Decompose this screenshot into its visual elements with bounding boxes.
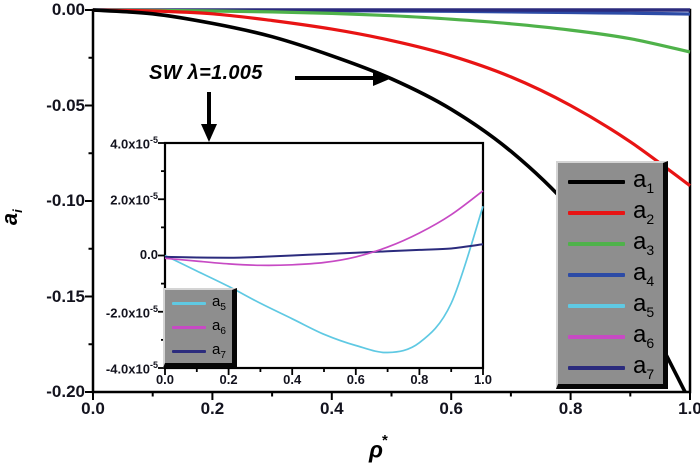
- annotation-arrow-vertical-head-icon: [201, 124, 217, 142]
- legend-swatch-a7: [568, 365, 625, 370]
- curve-a3-main: [92, 8, 691, 54]
- curve-a7-inset: [164, 243, 484, 259]
- legend-item-a2: a2: [568, 197, 663, 228]
- legend-item-a6: a6: [172, 315, 232, 339]
- inset-axis-ticks: [158, 142, 484, 375]
- curve-a6-inset: [164, 190, 484, 267]
- legend-swatch-a5: [568, 303, 625, 308]
- x-axis-label-base: ρ: [369, 436, 383, 463]
- legend-item-a3: a3: [568, 228, 663, 259]
- main-legend: a1 a2 a3 a4 a5 a6 a7: [556, 161, 668, 389]
- legend-item-a1: a1: [568, 166, 663, 197]
- legend-label-a6: a6: [633, 321, 655, 351]
- annotation-arrow-horizontal-head-icon: [373, 70, 392, 86]
- legend-item-a7: a7: [172, 339, 232, 363]
- legend-label-a5: a5: [633, 290, 655, 320]
- curve-a5-inset: [164, 206, 484, 354]
- legend-swatch-a3: [568, 241, 625, 246]
- legend-item-a7: a7: [568, 352, 663, 383]
- legend-label-a1: a1: [633, 166, 655, 196]
- main-axis-ticks: [85, 9, 691, 400]
- legend-label-a2: a2: [633, 197, 655, 227]
- legend-swatch-a6: [568, 334, 625, 339]
- legend-label-a6: a6: [212, 316, 226, 337]
- curve-a2-main: [92, 8, 691, 187]
- annotation-sw-lambda: SW λ=1.005: [149, 62, 263, 84]
- inset-legend: a5 a6 a7: [163, 288, 237, 368]
- legend-swatch-a1: [568, 179, 625, 184]
- legend-label-a3: a3: [633, 228, 655, 258]
- legend-item-a6: a6: [568, 321, 663, 352]
- legend-swatch-a4: [568, 272, 625, 277]
- y-axis-label-subscript: i: [10, 209, 26, 213]
- legend-swatch-a5: [172, 301, 206, 305]
- legend-label-a5: a5: [212, 292, 226, 313]
- legend-swatch-a2: [568, 210, 625, 215]
- legend-label-a4: a4: [633, 259, 655, 289]
- y-axis-label-base: a: [0, 213, 22, 225]
- legend-swatch-a7: [172, 349, 206, 353]
- legend-item-a4: a4: [568, 259, 663, 290]
- legend-item-a5: a5: [568, 290, 663, 321]
- x-axis-label-superscript: *: [381, 432, 388, 449]
- legend-label-a7: a7: [212, 340, 226, 361]
- x-axis-label: ρ*: [369, 432, 389, 464]
- legend-swatch-a6: [172, 325, 206, 329]
- legend-item-a5: a5: [172, 291, 232, 315]
- legend-label-a7: a7: [633, 352, 655, 382]
- y-axis-label: ai: [0, 195, 25, 239]
